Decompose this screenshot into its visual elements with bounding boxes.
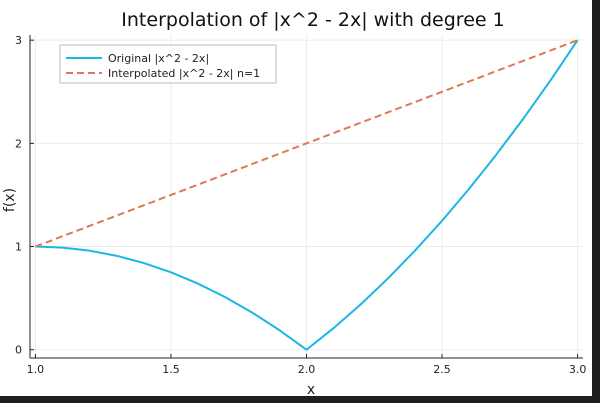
x-tick-label: 1.5: [162, 363, 180, 376]
y-tick-label: 0: [15, 344, 22, 357]
chart: 1.0 1.5 2.0 2.5 3.0 0 1 2 3 Interpolation of |x^…: [2, 9, 586, 396]
legend-label-interpolated: Interpolated |x^2 - 2x| n=1: [108, 67, 260, 80]
y-tick-label: 2: [15, 137, 22, 150]
legend: Original |x^2 - 2x| Interpolated |x^2 - …: [59, 44, 277, 84]
chart-title: Interpolation of |x^2 - 2x| with degree …: [121, 9, 504, 31]
plot-frame: 1.0 1.5 2.0 2.5 3.0 0 1 2 3 Interpolation of |x^…: [0, 0, 592, 396]
x-tick-label: 3.0: [569, 363, 587, 376]
y-tick-label: 1: [15, 241, 22, 254]
series-line-interpolated: [35, 39, 578, 248]
x-tick-label: 2.5: [433, 363, 451, 376]
y-axis-label: f(x): [2, 188, 18, 212]
x-tick-label: 1.0: [27, 363, 45, 376]
legend-box: [59, 44, 277, 84]
series-layer: [35, 39, 579, 351]
series-line-original: [35, 39, 579, 351]
x-axis-label: x: [307, 382, 315, 396]
legend-label-original: Original |x^2 - 2x|: [108, 52, 209, 65]
axes: 1.0 1.5 2.0 2.5 3.0 0 1 2 3: [15, 34, 586, 376]
x-tick-label: 2.0: [298, 363, 316, 376]
y-tick-label: 3: [15, 34, 22, 47]
